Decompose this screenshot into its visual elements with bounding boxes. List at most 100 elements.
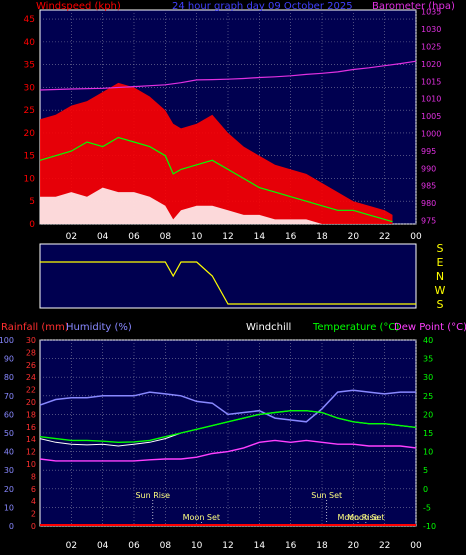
rainfall-tick-label: 22 xyxy=(26,386,36,395)
humidity-tick-label: 70 xyxy=(4,392,14,401)
barometer-tick-label: 1025 xyxy=(421,43,441,52)
barometer-tick-label: 1020 xyxy=(421,60,441,69)
humidity-line xyxy=(39,389,416,423)
humidity-tick-label: 20 xyxy=(4,485,14,494)
event-label: Moon Set xyxy=(183,513,220,522)
temperature-axis-ticks: -10 -5 0 5 10 15 20 25 30 35 40 xyxy=(423,336,436,531)
time-tick-label: 02 xyxy=(66,541,77,551)
barometer-tick-label: 990 xyxy=(421,164,436,173)
windspeed-tick-label: 35 xyxy=(24,61,35,71)
windspeed-tick-label: 45 xyxy=(24,15,35,25)
rainfall-tick-label: 0 xyxy=(31,522,36,531)
barometer-tick-label: 1030 xyxy=(421,25,441,34)
direction-tick-label: S xyxy=(437,298,444,311)
windspeed-tick-label: 30 xyxy=(24,83,36,93)
rainfall-tick-label: 20 xyxy=(26,398,36,407)
windspeed-axis-title: Windspeed (kph) xyxy=(36,1,121,12)
humidity-tick-label: 30 xyxy=(4,466,14,475)
time-tick-label: 20 xyxy=(348,541,360,551)
rainfall-tick-label: 4 xyxy=(31,497,36,506)
temperature-tick-label: 40 xyxy=(423,336,433,345)
time-tick-label: 14 xyxy=(254,541,266,551)
dewpoint-header: Dew Point (°C) xyxy=(394,322,466,333)
time-tick-label: 08 xyxy=(160,541,172,551)
humidity-tick-label: 50 xyxy=(4,429,14,438)
windspeed-tick-label: 0 xyxy=(29,220,35,230)
barometer-axis-title: Barometer (hpa) xyxy=(372,1,455,12)
rainfall-header: Rainfall (mm) xyxy=(1,322,69,333)
time-tick-label: 06 xyxy=(128,232,140,242)
windspeed-tick-label: 20 xyxy=(24,129,36,139)
windspeed-tick-label: 25 xyxy=(24,106,35,116)
average-line xyxy=(39,136,393,223)
barometer-tick-label: 980 xyxy=(421,199,436,208)
time-tick-label: 16 xyxy=(285,541,297,551)
rainfall-tick-label: 24 xyxy=(26,373,36,382)
humidity-tick-label: 60 xyxy=(4,410,14,419)
barometer-tick-label: 975 xyxy=(421,217,436,226)
event-label: Sun Set xyxy=(311,491,342,500)
event-label: Sun Rise xyxy=(135,491,170,500)
temp-plot-grid xyxy=(40,339,417,527)
temperature-tick-label: 25 xyxy=(423,392,433,401)
barometer-line xyxy=(39,60,417,91)
temperature-header: Temperature (°C) xyxy=(312,322,399,333)
chart-title: 24 hour graph day 09 October 2025 xyxy=(172,1,353,12)
rainfall-tick-label: 12 xyxy=(26,448,36,457)
windspeed-tick-label: 5 xyxy=(29,197,35,207)
rainfall-tick-label: 18 xyxy=(26,410,36,419)
time-tick-label: 04 xyxy=(97,541,109,551)
temperature-tick-label: -10 xyxy=(423,522,436,531)
temp-plot-series xyxy=(39,389,417,526)
humidity-tick-label: 90 xyxy=(4,355,14,364)
rainfall-tick-label: 8 xyxy=(31,472,36,481)
temperature-tick-label: 30 xyxy=(423,373,433,382)
barometer-tick-label: 1015 xyxy=(421,77,441,86)
barometer-tick-label: 985 xyxy=(421,182,436,191)
rainfall-tick-label: 26 xyxy=(26,361,36,370)
barometer-tick-label: 1010 xyxy=(421,95,441,104)
rainfall-tick-label: 10 xyxy=(26,460,36,469)
wind-plot-series xyxy=(39,60,417,225)
time-tick-label: 20 xyxy=(348,232,360,242)
wind-plot-time-ticks: 02 04 06 08 10 12 14 16 18 20 22 00 xyxy=(66,232,422,242)
temperature-tick-label: -5 xyxy=(423,503,431,512)
temperature-tick-label: 20 xyxy=(423,410,433,419)
time-tick-label: 02 xyxy=(66,232,77,242)
humidity-tick-label: 10 xyxy=(4,503,14,512)
humidity-tick-label: 80 xyxy=(4,373,14,382)
windspeed-tick-label: 15 xyxy=(24,152,35,162)
barometer-tick-label: 1005 xyxy=(421,112,441,121)
direction-plot-series xyxy=(40,261,416,305)
time-tick-label: 22 xyxy=(379,232,390,242)
humidity-tick-label: 100 xyxy=(0,336,14,345)
event-label: Moon Rise xyxy=(337,513,378,522)
rainfall-tick-label: 28 xyxy=(26,348,36,357)
time-tick-label: 08 xyxy=(160,232,172,242)
temperature-tick-label: 10 xyxy=(423,448,433,457)
temperature-tick-label: 0 xyxy=(423,485,428,494)
direction-plot-background xyxy=(39,243,417,309)
time-tick-label: 12 xyxy=(222,541,233,551)
rainfall-tick-label: 16 xyxy=(26,423,36,432)
temperature-tick-label: 35 xyxy=(423,355,433,364)
time-tick-label: 06 xyxy=(128,541,140,551)
humidity-tick-label: 40 xyxy=(4,448,14,457)
humidity-header: Humidity (%) xyxy=(66,322,132,333)
temperature-tick-label: 5 xyxy=(423,466,428,475)
windchill-header: Windchill xyxy=(246,322,291,333)
gust-area xyxy=(40,82,393,225)
barometer-axis-ticks: 975 980 985 990 995 1000 1005 1010 1015 1020 1025 1… xyxy=(421,8,441,226)
barometer-tick-label: 1035 xyxy=(421,8,441,17)
barometer-tick-label: 1000 xyxy=(421,130,441,139)
rainfall-tick-label: 6 xyxy=(31,485,36,494)
temp-plot-time-ticks: 02 04 06 08 10 12 14 16 18 20 22 00 xyxy=(66,541,422,551)
humidity-tick-label: 0 xyxy=(9,522,14,531)
time-tick-label: 18 xyxy=(316,232,328,242)
direction-tick-label: W xyxy=(435,284,446,297)
windspeed-tick-label: 40 xyxy=(24,38,36,48)
